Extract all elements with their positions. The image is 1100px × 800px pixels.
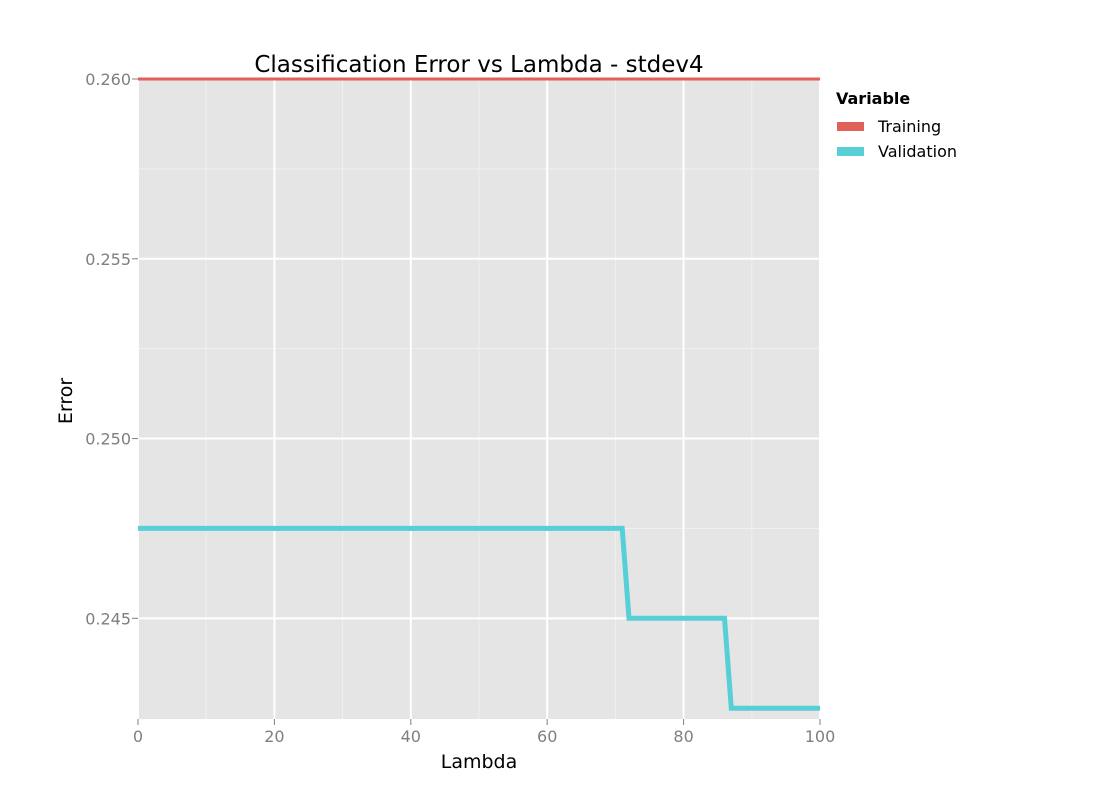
x-tick-label: 0 (133, 727, 143, 746)
legend: Variable Training Validation (836, 89, 957, 161)
legend-label-training: Training (877, 117, 941, 136)
x-axis-ticks: 0 20 40 60 80 100 (133, 719, 835, 746)
legend-swatch-training (837, 122, 864, 131)
series-layer (138, 77, 820, 711)
y-axis-title: Error (55, 378, 77, 425)
legend-swatch-validation (837, 147, 864, 156)
x-axis-title: Lambda (441, 751, 518, 773)
y-tick-label: 0.250 (85, 430, 131, 449)
x-tick-label: 60 (537, 727, 557, 746)
legend-title: Variable (836, 89, 910, 108)
y-tick-label: 0.260 (85, 70, 131, 89)
y-tick-label: 0.245 (85, 609, 131, 628)
legend-label-validation: Validation (878, 142, 957, 161)
series-line-validation (138, 525, 820, 711)
y-tick-label: 0.255 (85, 250, 131, 269)
chart-title: Classification Error vs Lambda - stdev4 (254, 52, 703, 78)
x-tick-label: 40 (401, 727, 421, 746)
legend-items: Training Validation (837, 117, 957, 161)
y-axis-ticks: 0.245 0.250 0.255 0.260 (85, 70, 138, 628)
x-tick-label: 20 (264, 727, 284, 746)
x-tick-label: 80 (673, 727, 693, 746)
x-tick-label: 100 (805, 727, 836, 746)
